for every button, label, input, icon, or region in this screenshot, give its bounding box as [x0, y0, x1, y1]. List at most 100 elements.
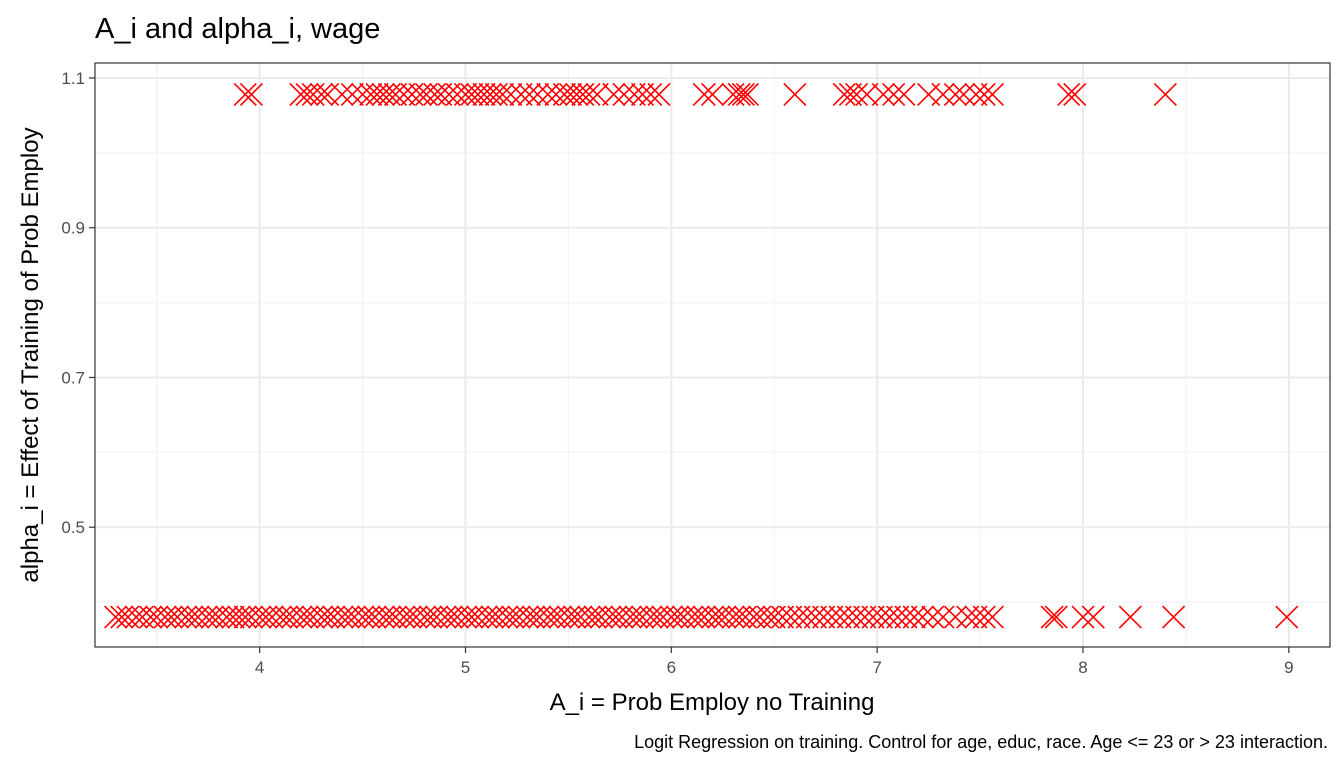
data-point [853, 605, 877, 629]
data-point [618, 605, 642, 629]
data-point [659, 605, 683, 629]
data-point [433, 605, 457, 629]
data-point [612, 82, 636, 107]
data-point [221, 605, 245, 629]
data-point [956, 605, 980, 629]
data-point [639, 605, 663, 629]
data-point [861, 605, 885, 629]
data-point [525, 82, 550, 107]
data-point [598, 605, 622, 629]
data-point [700, 82, 725, 107]
data-point [964, 82, 988, 107]
plot-panel-border [94, 62, 1331, 648]
data-point [474, 605, 498, 629]
data-point [233, 82, 257, 107]
data-point [845, 82, 869, 107]
data-point [779, 605, 803, 629]
y-axis-title: alpha_i = Effect of Training of Prob Emp… [17, 127, 44, 582]
data-point [931, 82, 955, 107]
data-point [894, 605, 918, 629]
data-point [517, 82, 541, 107]
data-point [886, 605, 910, 629]
data-point [309, 605, 333, 629]
data-point [692, 82, 716, 107]
data-point [630, 82, 655, 107]
data-point [490, 82, 515, 107]
data-point [931, 605, 955, 629]
axes: 4 5 6 7 8 9 0.5 0.7 0.9 1.1 [61, 69, 1293, 677]
data-point [882, 82, 906, 107]
data-point [972, 605, 996, 629]
data-point [680, 605, 704, 629]
data-point [855, 82, 879, 107]
data-point [453, 605, 478, 629]
data-point [472, 82, 496, 107]
data-point [478, 82, 502, 107]
data-point [1275, 605, 1299, 629]
data-point [565, 82, 589, 107]
data-point [943, 605, 967, 629]
data-point [1057, 82, 1081, 107]
data-point [309, 82, 333, 107]
data-point [383, 82, 408, 107]
data-point [556, 605, 580, 629]
y-tick-label: 1.1 [61, 69, 85, 88]
data-point [104, 605, 128, 629]
x-tick-label: 5 [461, 658, 470, 677]
data-point [412, 605, 436, 629]
data-point [153, 605, 177, 629]
data-point [1118, 605, 1142, 629]
data-point [622, 82, 646, 107]
data-point [1063, 82, 1087, 107]
data-point [910, 605, 935, 629]
data-point [215, 605, 239, 629]
data-point [921, 605, 945, 629]
data-point [340, 82, 364, 107]
data-point [721, 605, 745, 629]
chart-title: A_i and alpha_i, wage [95, 13, 380, 45]
data-point [536, 605, 560, 629]
data-point [437, 82, 461, 107]
data-point [248, 605, 272, 629]
data-point [330, 82, 354, 107]
data-point [194, 605, 218, 629]
x-tick-label: 4 [255, 658, 264, 677]
data-point [783, 82, 807, 107]
data-point [289, 605, 313, 629]
data-point [239, 82, 263, 107]
x-tick-label: 7 [872, 658, 881, 677]
data-point [735, 82, 760, 107]
data-point [602, 82, 626, 107]
data-point [365, 82, 389, 107]
data-point [828, 605, 852, 629]
data-point [964, 605, 988, 629]
data-point [351, 605, 375, 629]
data-point [429, 82, 453, 107]
data-point [836, 605, 860, 629]
data-point [577, 605, 601, 629]
data-point [877, 605, 902, 629]
data-point [980, 82, 1004, 107]
data-point [552, 82, 576, 107]
data-point [838, 82, 862, 107]
data-point [289, 82, 313, 107]
data-point [787, 605, 811, 629]
data-point [1040, 605, 1064, 629]
data-point [515, 605, 539, 629]
grid [95, 63, 1330, 647]
chart-caption: Logit Regression on training. Control fo… [634, 732, 1328, 752]
data-point [359, 82, 383, 107]
data-point [558, 82, 583, 107]
data-point [392, 82, 416, 107]
data-point [647, 82, 671, 107]
data-point [499, 82, 523, 107]
data-points [104, 82, 1299, 629]
data-point [174, 605, 198, 629]
x-tick-label: 6 [667, 658, 676, 677]
data-point [892, 82, 916, 107]
data-point [1153, 82, 1177, 107]
data-point [371, 82, 395, 107]
data-point [460, 82, 484, 107]
data-point [871, 82, 895, 107]
x-tick-label: 8 [1078, 658, 1087, 677]
